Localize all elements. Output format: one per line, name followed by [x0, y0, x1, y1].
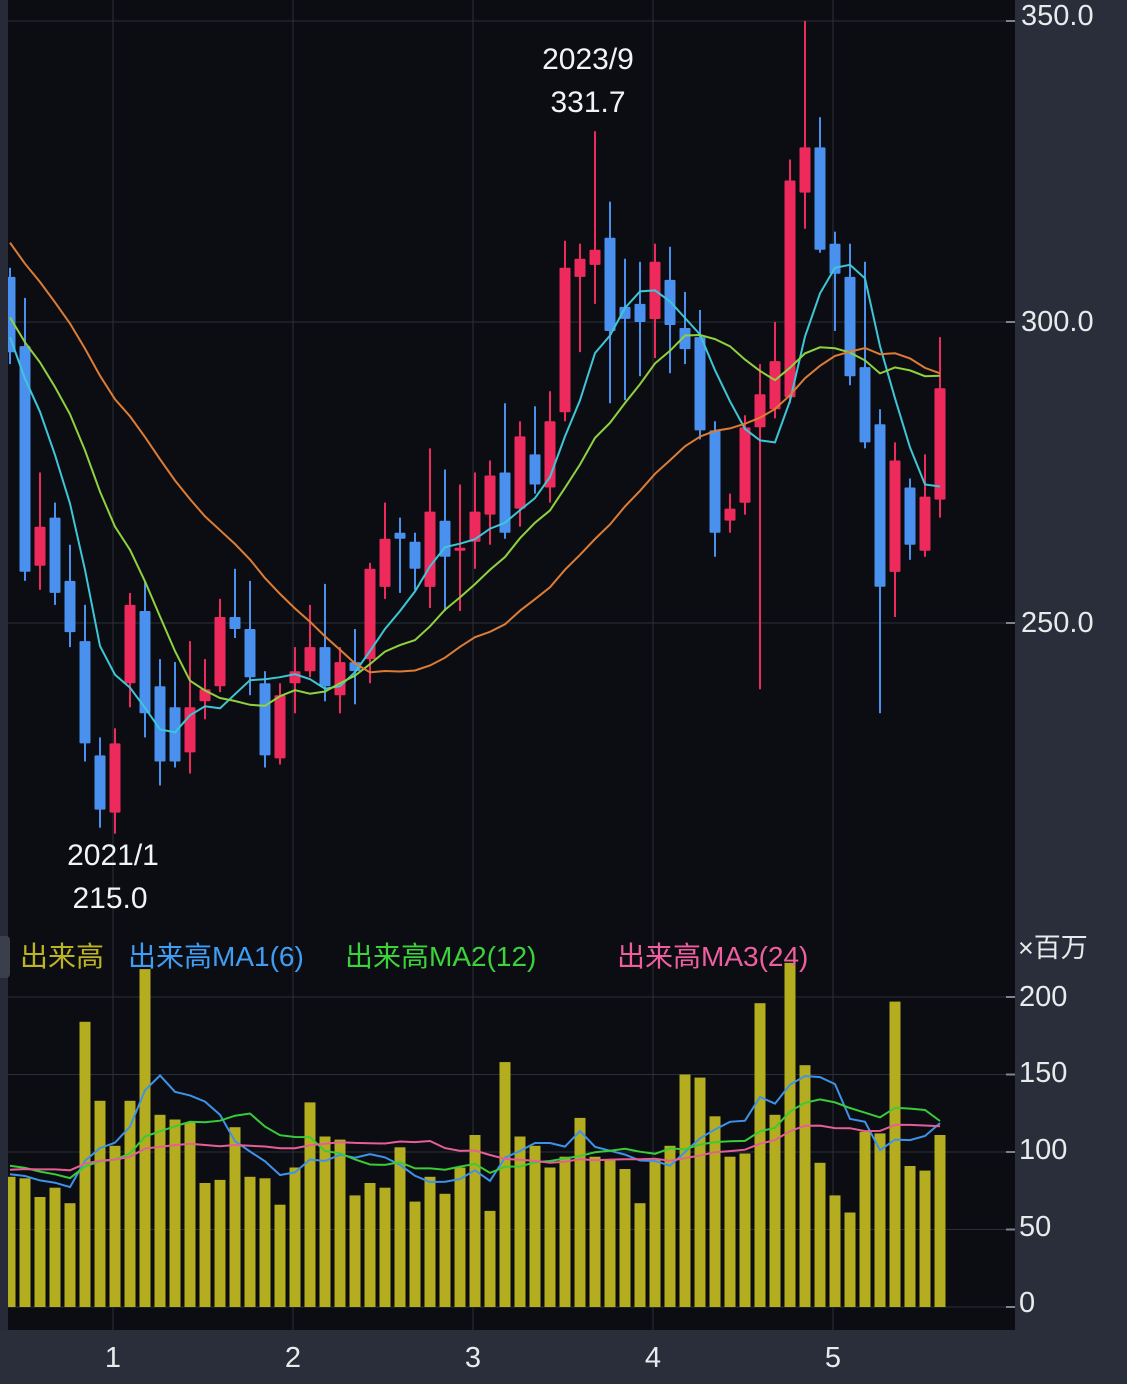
volume-bars-group — [4, 962, 946, 1308]
x-tick-year3: 3 — [464, 1342, 482, 1374]
left-edge-strip — [0, 0, 8, 1330]
volume-tick-200: 200 — [1019, 981, 1068, 1013]
x-tick-year4: 4 — [644, 1342, 662, 1374]
high-annotation-date: 2023/9 — [542, 43, 634, 76]
candles-group — [4, 21, 946, 834]
price-axis-panel — [1015, 0, 1127, 1384]
legend-volume-ma1[interactable]: 出来高MA1(6) — [128, 941, 304, 972]
high-annotation-value: 331.7 — [550, 86, 626, 119]
volume-tick-50: 50 — [1019, 1211, 1052, 1243]
price-tick-250: 250.0 — [1021, 607, 1094, 639]
volume-tick-0: 0 — [1019, 1287, 1036, 1319]
price-tick-300: 300.0 — [1021, 306, 1094, 338]
volume-tick-100: 100 — [1019, 1134, 1068, 1166]
price-ma-lines-group — [9, 242, 941, 734]
price-tick-350: 350.0 — [1021, 0, 1094, 32]
legend-volume-ma3[interactable]: 出来高MA3(24) — [617, 941, 809, 972]
legend-volume[interactable]: 出来高 — [20, 941, 105, 972]
legend-volume-ma2[interactable]: 出来高MA2(12) — [345, 941, 537, 972]
pane-divider-handle[interactable] — [0, 936, 10, 978]
low-annotation-value: 215.0 — [72, 882, 148, 915]
x-tick-year5: 5 — [824, 1342, 842, 1374]
low-annotation-date: 2021/1 — [67, 839, 159, 872]
x-tick-year2: 2 — [284, 1342, 302, 1374]
volume-tick-150: 150 — [1019, 1057, 1068, 1089]
time-axis-panel — [0, 1330, 1127, 1384]
volume-ma-lines-group — [9, 1074, 941, 1189]
volume-unit-label: ×百万 — [1018, 933, 1088, 963]
x-tick-year1: 1 — [104, 1342, 122, 1374]
